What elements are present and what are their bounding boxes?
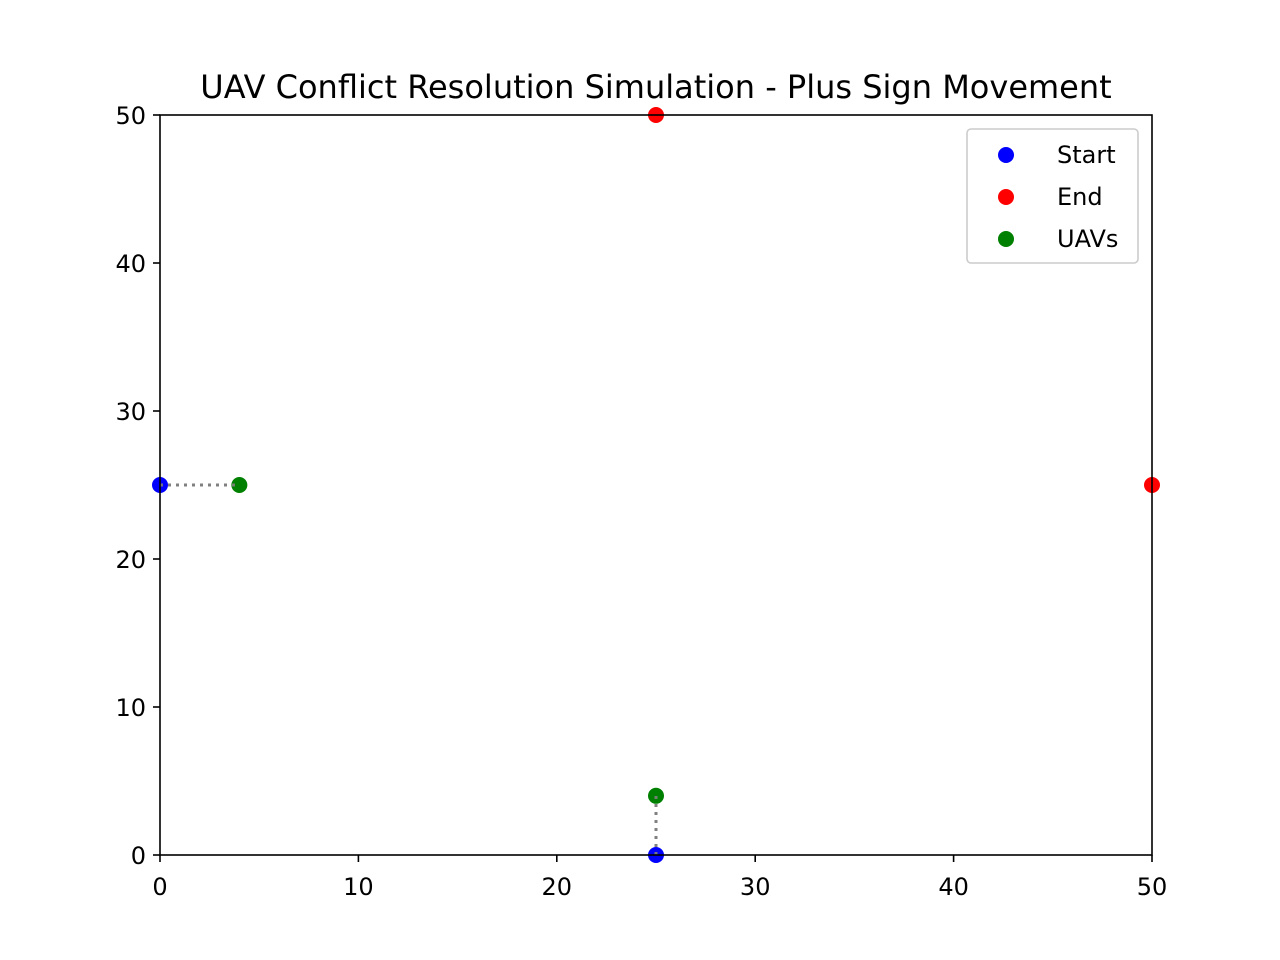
legend-label-end: End <box>1057 183 1103 211</box>
x-tick-label: 40 <box>938 873 969 901</box>
y-tick-label: 50 <box>115 102 146 130</box>
axes-frame <box>159 114 1153 856</box>
x-tick-label: 10 <box>343 873 374 901</box>
y-tick-label: 30 <box>115 398 146 426</box>
x-tick-label: 0 <box>152 873 167 901</box>
uavs-point <box>231 477 248 493</box>
x-axis: 0 10 20 30 40 50 <box>152 855 1167 901</box>
uavs-point <box>648 787 664 804</box>
plot-area <box>152 107 1160 863</box>
chart-title: UAV Conflict Resolution Simulation - Plu… <box>200 68 1111 106</box>
y-tick-label: 0 <box>131 842 146 870</box>
legend-marker-uavs <box>998 231 1014 247</box>
legend-label-uavs: UAVs <box>1057 225 1118 253</box>
legend-box <box>966 128 1139 264</box>
x-tick-label: 20 <box>542 873 573 901</box>
legend-marker-start <box>998 147 1014 163</box>
y-axis: 0 10 20 30 40 50 <box>115 102 160 870</box>
x-tick-label: 50 <box>1137 873 1168 901</box>
legend-label-start: Start <box>1057 141 1116 169</box>
legend: Start End UAVs <box>966 128 1139 264</box>
y-tick-label: 20 <box>115 546 146 574</box>
y-tick-label: 40 <box>115 250 146 278</box>
x-tick-label: 30 <box>740 873 771 901</box>
legend-marker-end <box>998 189 1014 205</box>
y-tick-label: 10 <box>115 694 146 722</box>
